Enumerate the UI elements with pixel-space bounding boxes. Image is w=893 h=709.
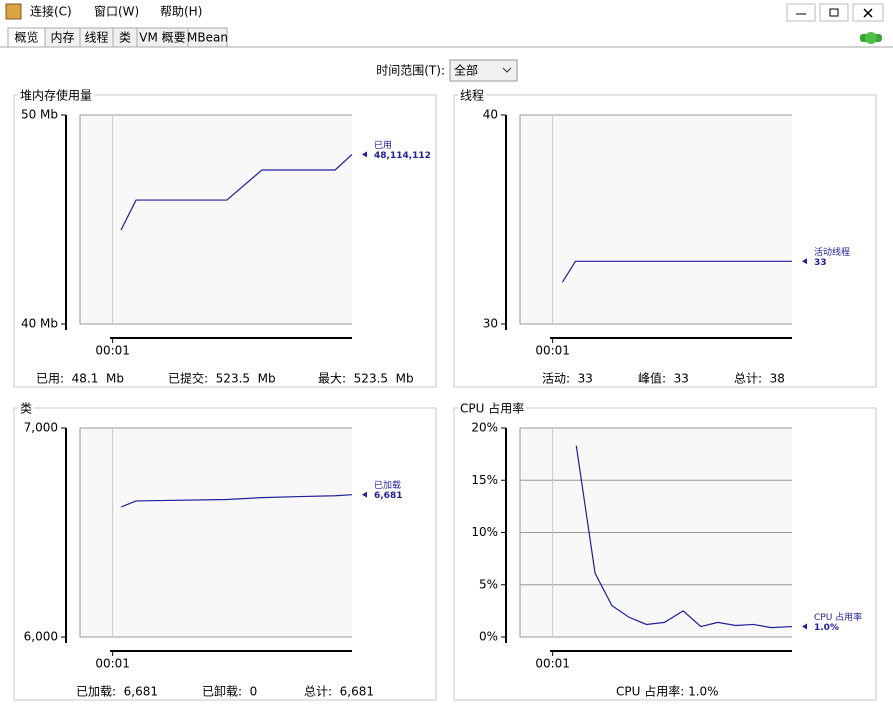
legend-name: 已加载 xyxy=(374,479,401,491)
series-line xyxy=(120,153,353,231)
y-tick-label: 20% xyxy=(471,421,498,435)
status-text: 最大: 523.5 Mb xyxy=(318,372,414,386)
plot-area xyxy=(80,115,352,324)
tab-label: 概览 xyxy=(14,30,38,45)
tab-label: 类 xyxy=(119,31,131,45)
y-tick-label: 5% xyxy=(479,577,498,591)
tab-label: 线程 xyxy=(84,30,108,45)
panel xyxy=(13,94,437,388)
panel xyxy=(453,94,877,388)
title-bar xyxy=(0,0,893,24)
title-bg xyxy=(458,87,487,103)
legend-value: 1.0% xyxy=(814,623,839,633)
tab[interactable] xyxy=(187,27,228,48)
connection-icon xyxy=(860,32,882,44)
time-range-select[interactable] xyxy=(449,59,518,82)
status-text: 总计: 6,681 xyxy=(304,685,374,699)
status-text: 已用: 48.1 Mb xyxy=(36,372,124,386)
legend-marker xyxy=(362,491,367,498)
legend-marker xyxy=(802,258,807,265)
panel-title: 线程 xyxy=(460,88,484,103)
legend-value: 48,114,112 xyxy=(374,151,431,161)
status-text: 活动: 33 xyxy=(542,372,593,386)
panel-title: 堆内存使用量 xyxy=(20,88,92,103)
panel xyxy=(13,407,437,701)
y-tick-label: 0% xyxy=(479,630,498,644)
title-bg xyxy=(18,87,95,103)
panel xyxy=(453,407,877,701)
status-text: 总计: 38 xyxy=(734,372,785,386)
minimize-button[interactable] xyxy=(786,3,816,22)
menu-item[interactable]: 连接(C) xyxy=(30,4,72,19)
y-tick-label: 50 Mb xyxy=(21,108,58,122)
status-text: 已提交: 523.5 Mb xyxy=(168,371,276,386)
y-tick-label: 40 Mb xyxy=(21,317,58,331)
restore-icon xyxy=(829,8,839,17)
status-text: CPU 占用率: 1.0% xyxy=(616,684,719,699)
legend-name: 已用 xyxy=(374,140,392,151)
menu-item[interactable]: 帮助(H) xyxy=(160,5,202,19)
x-tick-label: 00:01 xyxy=(535,344,570,358)
select-arrow xyxy=(502,67,512,73)
restore-button[interactable] xyxy=(819,3,849,22)
time-range-value: 全部 xyxy=(454,63,478,78)
y-tick-label: 15% xyxy=(471,473,498,487)
plot-area xyxy=(80,428,352,637)
plot-area xyxy=(520,115,792,324)
legend-name: CPU 占用率 xyxy=(814,611,862,623)
tab-strip: 概览 内存 线程类 VM 概要 MBean xyxy=(7,27,228,48)
x-tick-label: 00:01 xyxy=(535,657,570,671)
y-tick-label: 6,000 xyxy=(24,630,58,644)
y-tick-label: 10% xyxy=(471,525,498,539)
time-range-label: 时间范围(T): xyxy=(376,64,445,78)
menu-item[interactable]: 窗口(W) xyxy=(94,5,139,19)
legend-marker xyxy=(362,151,367,158)
status-text: 已卸载: 0 xyxy=(202,684,257,699)
y-tick-label: 40 xyxy=(483,108,498,122)
series-line xyxy=(575,445,793,629)
title-bg xyxy=(18,401,35,416)
x-tick-label: 00:01 xyxy=(95,344,130,358)
status-text: 已加载: 6,681 xyxy=(76,685,158,699)
y-tick-label: 7,000 xyxy=(24,421,58,435)
x-tick-label: 00:01 xyxy=(95,657,130,671)
y-tick-label: 30 xyxy=(483,317,498,331)
tab-label: VM 概要 xyxy=(139,31,185,45)
series-line xyxy=(561,260,792,283)
panel-title: CPU 占用率 xyxy=(460,401,524,416)
title-bg xyxy=(458,400,527,416)
legend-value: 33 xyxy=(814,258,827,268)
series-line xyxy=(120,494,353,508)
legend-value: 6,681 xyxy=(374,491,402,501)
legend-name: 活动线程 xyxy=(814,246,850,258)
connection-dot xyxy=(865,32,877,44)
tab-label: 内存 xyxy=(50,31,74,45)
close-icon xyxy=(863,8,873,18)
tab-label: MBean xyxy=(187,31,228,45)
status-text: 峰值: 33 xyxy=(638,371,689,386)
app-icon xyxy=(5,3,22,20)
panel-title: 类 xyxy=(20,402,32,416)
legend-marker xyxy=(802,623,807,630)
